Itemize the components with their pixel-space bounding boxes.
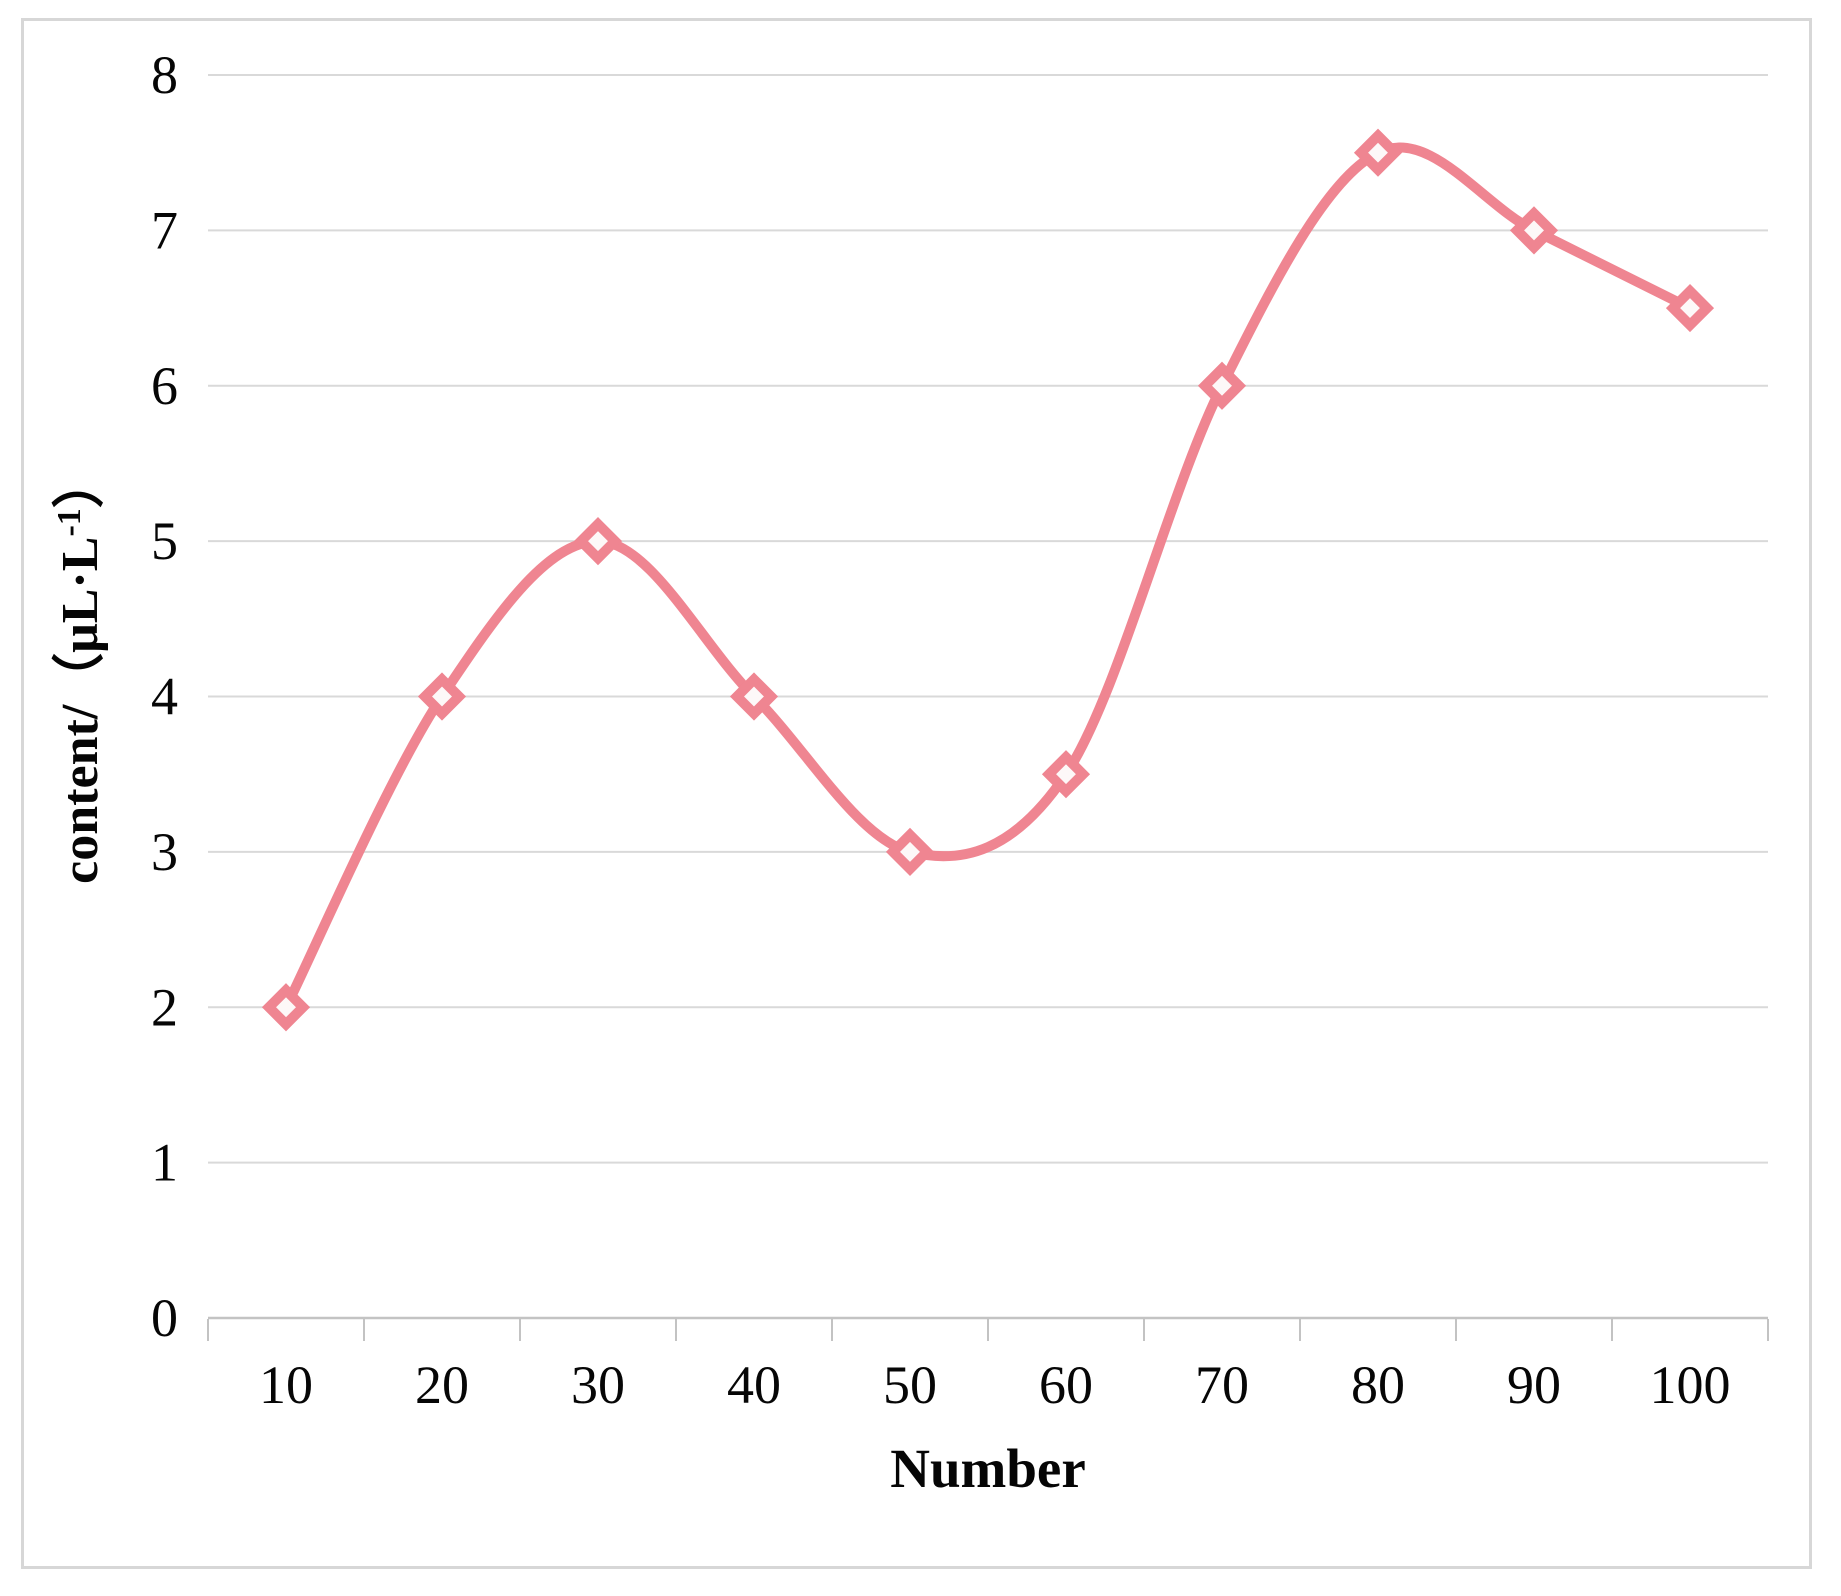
y-tick-label: 1: [151, 1133, 178, 1193]
figure-border-frame: [21, 18, 1812, 1569]
y-axis-title-superscript: -1: [51, 508, 88, 536]
data-point-marker: [1197, 361, 1247, 410]
data-point-marker: [417, 672, 467, 721]
data-point-marker: [729, 672, 779, 721]
x-tick-label: 80: [1351, 1355, 1405, 1415]
y-tick-label: 6: [151, 356, 178, 416]
y-tick-label: 5: [151, 511, 178, 571]
data-point-marker: [573, 517, 623, 566]
y-tick-label: 0: [151, 1288, 178, 1348]
y-axis-tick-labels: 0 1 2 3 4 5 6 7 8: [151, 45, 178, 1348]
y-tick-label: 4: [151, 667, 178, 727]
data-point-marker: [261, 983, 311, 1032]
y-axis-title-close-paren: ）: [51, 456, 109, 508]
y-axis-title-main: content/（μL·L: [51, 537, 109, 884]
data-point-marker: [1509, 206, 1559, 255]
x-axis-tick-labels: 10 20 30 40 50 60 70 80 90 100: [259, 1355, 1731, 1415]
gridlines-layer: [208, 74, 1768, 1164]
x-tick-label: 20: [415, 1355, 469, 1415]
data-point-marker: [1041, 750, 1091, 799]
x-tick-label: 40: [727, 1355, 781, 1415]
data-point-marker: [1665, 283, 1715, 333]
y-tick-label: 8: [151, 45, 178, 105]
data-series-layer: [261, 128, 1715, 1032]
y-tick-label: 2: [151, 977, 178, 1037]
x-tick-label: 90: [1507, 1355, 1561, 1415]
x-tick-label: 60: [1039, 1355, 1093, 1415]
y-tick-label: 3: [151, 822, 178, 882]
x-tick-label: 30: [571, 1355, 625, 1415]
y-axis-title: content/（μL·L-1）: [51, 456, 109, 884]
x-axis-layer: [207, 1316, 1769, 1341]
x-tick-label: 100: [1650, 1355, 1731, 1415]
data-point-marker: [885, 827, 935, 876]
data-point-marker: [1353, 128, 1403, 177]
series-curve: [281, 142, 1695, 1013]
x-axis-title: Number: [890, 1438, 1086, 1499]
y-tick-label: 7: [151, 200, 178, 260]
x-tick-label: 50: [883, 1355, 937, 1415]
x-tick-label: 70: [1195, 1355, 1249, 1415]
x-tick-label: 10: [259, 1355, 313, 1415]
